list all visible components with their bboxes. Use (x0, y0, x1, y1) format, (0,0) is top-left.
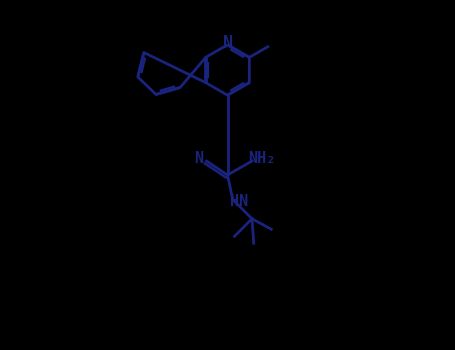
Text: N: N (194, 152, 203, 166)
Text: N: N (222, 34, 233, 52)
Text: NH₂: NH₂ (248, 152, 275, 166)
Text: HN: HN (230, 194, 248, 209)
